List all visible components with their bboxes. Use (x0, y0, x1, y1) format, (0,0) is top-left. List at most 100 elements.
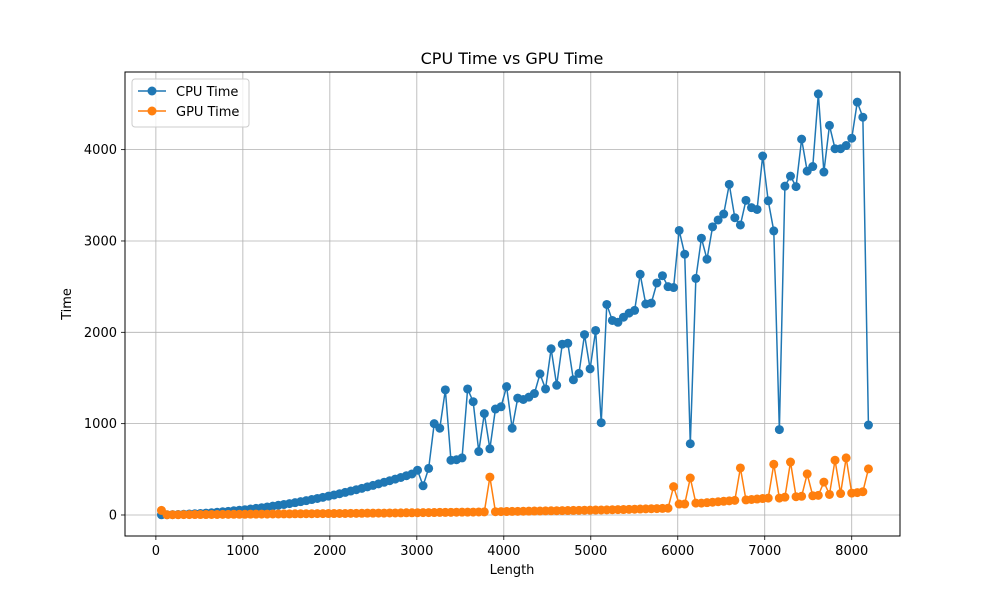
cpu-point (797, 134, 807, 144)
cpu-point (780, 181, 790, 191)
x-tick-label: 3000 (400, 544, 433, 559)
cpu-point (463, 384, 473, 394)
cpu-point (529, 389, 539, 399)
cpu-point (485, 444, 495, 454)
cpu-point (585, 364, 595, 374)
cpu-point (808, 162, 818, 172)
cpu-point (852, 97, 862, 107)
x-tick-label: 6000 (661, 544, 694, 559)
cpu-point (702, 254, 712, 264)
legend-cpu-label: CPU Time (176, 85, 238, 100)
x-axis-label: Length (490, 563, 535, 578)
x-tick-label: 2000 (313, 544, 346, 559)
gpu-point (685, 473, 695, 483)
y-tick-label: 2000 (84, 326, 117, 341)
cpu-point (563, 338, 573, 348)
cpu-point (468, 397, 478, 407)
cpu-point (752, 204, 762, 214)
cpu-point (652, 278, 662, 288)
y-axis-ticks: 0 1000 2000 3000 4000 (84, 143, 125, 523)
cpu-point (591, 325, 601, 335)
cpu-point (418, 481, 428, 491)
cpu-point (708, 222, 718, 232)
cpu-point (568, 375, 578, 385)
cpu-point (474, 447, 484, 457)
y-tick-label: 4000 (84, 143, 117, 158)
cpu-point (696, 233, 706, 243)
gpu-point (863, 464, 873, 474)
cpu-point (858, 112, 868, 122)
cpu-point (669, 283, 679, 293)
cpu-point (769, 226, 779, 236)
cpu-point (496, 402, 506, 412)
legend: CPU Time GPU Time (131, 78, 250, 128)
cpu-point (635, 269, 645, 279)
cpu-point (580, 330, 590, 340)
cpu-point (596, 418, 606, 428)
x-tick-label: 1000 (226, 544, 259, 559)
gpu-point (479, 507, 489, 517)
cpu-point (863, 420, 873, 430)
gpu-point (813, 490, 823, 500)
cpu-point (724, 179, 734, 189)
cpu-point (785, 171, 795, 181)
gpu-point (797, 491, 807, 501)
gpu-point (485, 472, 495, 482)
gpu-point (785, 457, 795, 467)
cpu-point (541, 384, 551, 394)
cpu-point (719, 209, 729, 219)
legend-gpu-label: GPU Time (176, 105, 239, 120)
legend-cpu-marker (147, 86, 157, 96)
cpu-point (457, 453, 467, 463)
cpu-point (791, 182, 801, 192)
gpu-point (763, 493, 773, 503)
cpu-point (657, 271, 667, 281)
gpu-point (824, 489, 834, 499)
cpu-point (435, 423, 445, 433)
cpu-point (713, 215, 723, 225)
cpu-point (424, 463, 434, 473)
cpu-point (602, 299, 612, 309)
cpu-point (735, 220, 745, 230)
cpu-point (758, 151, 768, 161)
cpu-point (574, 368, 584, 378)
cpu-point (741, 195, 751, 205)
y-tick-label: 0 (109, 508, 117, 523)
cpu-point (730, 213, 740, 223)
cpu-point (535, 369, 545, 379)
gpu-point (769, 459, 779, 469)
gpu-point (858, 487, 868, 497)
gpu-point (669, 482, 679, 492)
cpu-point (685, 439, 695, 449)
gpu-point (836, 489, 846, 499)
gpu-point (780, 492, 790, 502)
gpu-point (802, 469, 812, 479)
y-axis-label: Time (60, 288, 75, 321)
y-tick-label: 1000 (84, 417, 117, 432)
cpu-point (824, 120, 834, 130)
cpu-point (552, 380, 562, 390)
cpu-point (847, 133, 857, 143)
gpu-point (663, 503, 673, 513)
gpu-point (735, 463, 745, 473)
x-tick-label: 0 (152, 544, 160, 559)
cpu-point (440, 385, 450, 395)
series-layer (156, 89, 873, 520)
cpu-point (546, 344, 556, 354)
cpu-point (763, 196, 773, 206)
x-tick-label: 8000 (835, 544, 868, 559)
gpu-point (680, 499, 690, 509)
legend-gpu-marker (147, 106, 157, 116)
cpu-point (507, 423, 517, 433)
x-axis-ticks: 0 1000 2000 3000 4000 5000 6000 7000 8000 (152, 536, 868, 559)
cpu-point (674, 225, 684, 235)
cpu-point (819, 167, 829, 177)
gpu-point (830, 455, 840, 465)
x-tick-label: 7000 (748, 544, 781, 559)
cpu-point (774, 425, 784, 435)
gpu-point (841, 453, 851, 463)
cpu-point (502, 382, 512, 392)
cpu-point (630, 305, 640, 315)
cpu-point (813, 89, 823, 99)
